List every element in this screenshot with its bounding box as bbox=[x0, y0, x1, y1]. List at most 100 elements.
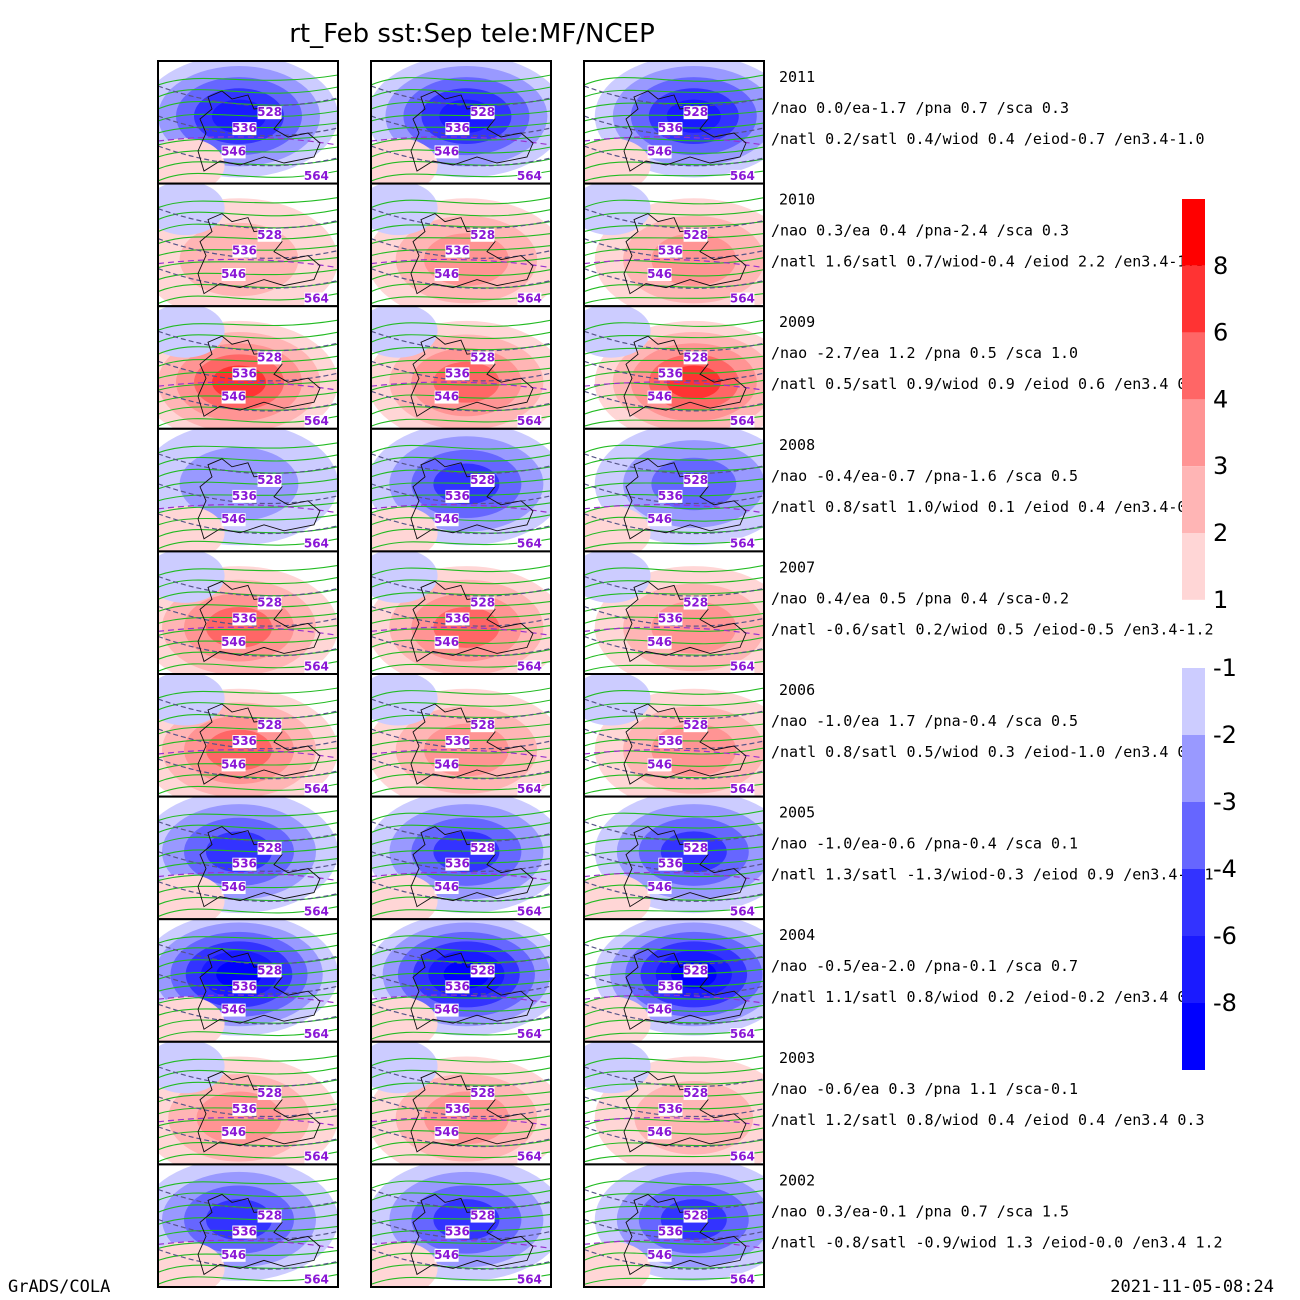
height-contour bbox=[371, 564, 551, 576]
climatology-contour bbox=[584, 575, 764, 597]
contour-label-bg bbox=[257, 106, 282, 120]
contour-label: 546 bbox=[434, 1003, 459, 1017]
climatology-contour bbox=[371, 635, 551, 657]
height-contour bbox=[584, 1091, 764, 1103]
contour-label-bg bbox=[221, 1003, 246, 1017]
dashed-contour bbox=[584, 136, 764, 146]
chart-title: rt_Feb sst:Sep tele:MF/NCEP bbox=[289, 19, 655, 49]
height-contour bbox=[584, 1189, 764, 1201]
colorbar-swatch bbox=[1182, 869, 1205, 936]
colorbar-swatch bbox=[1182, 199, 1205, 266]
height-contour bbox=[158, 968, 338, 980]
height-contour bbox=[371, 478, 551, 490]
index-line-2: /natl 0.2/satl 0.4/wiod 0.4 /eiod-0.7 /e… bbox=[771, 130, 1204, 148]
dashed-contour bbox=[371, 994, 551, 1004]
coastline bbox=[623, 458, 747, 540]
contour-label: 546 bbox=[647, 1003, 672, 1017]
height-contour bbox=[584, 221, 764, 233]
dashed-contour bbox=[584, 1117, 764, 1127]
dashed-contour bbox=[158, 136, 338, 146]
height-contour bbox=[584, 209, 764, 221]
climatology-contour bbox=[371, 698, 551, 720]
contour-label: 564 bbox=[517, 414, 542, 428]
contour-label-bg bbox=[221, 145, 246, 159]
height-contour bbox=[158, 478, 338, 490]
contour-label: 546 bbox=[647, 390, 672, 404]
contour-label-bg bbox=[658, 244, 683, 258]
anomaly-shade bbox=[158, 506, 225, 552]
contour-label: 564 bbox=[730, 1027, 755, 1041]
contour-label-bg bbox=[232, 612, 257, 626]
panel-frame bbox=[157, 1163, 339, 1289]
height-contour bbox=[584, 956, 764, 968]
height-contour bbox=[371, 442, 551, 454]
contour-label: 536 bbox=[445, 489, 470, 503]
index-line-1: /nao 0.0/ea-1.7 /pna 0.7 /sca 0.3 bbox=[771, 99, 1069, 117]
contour-label-bg bbox=[445, 980, 470, 994]
year-label: 2006 bbox=[779, 681, 815, 699]
contour-label: 528 bbox=[257, 841, 282, 855]
climatology-contour bbox=[158, 943, 338, 965]
colorbar: 8 6 4 3 2 1 -1 -2 -3 -4 -6 -8 bbox=[1182, 199, 1237, 1070]
climatology-contour bbox=[371, 1126, 551, 1148]
contour-label-bg bbox=[445, 244, 470, 258]
contour-label-bg bbox=[517, 292, 542, 306]
contour-label-bg bbox=[647, 1126, 672, 1140]
contour-label-bg bbox=[658, 367, 683, 381]
height-contour bbox=[584, 600, 764, 612]
contour-label: 536 bbox=[658, 857, 683, 871]
contour-label-bg bbox=[304, 1028, 329, 1042]
contour-label-bg bbox=[647, 390, 672, 404]
contour-label-bg bbox=[434, 1248, 459, 1262]
climatology-contour bbox=[584, 1188, 764, 1210]
climatology-contour bbox=[584, 330, 764, 352]
dashed-contour bbox=[371, 871, 551, 882]
climatology-contour bbox=[158, 208, 338, 229]
height-contour bbox=[371, 723, 551, 735]
contour-label-bg bbox=[304, 537, 329, 551]
year-label: 2002 bbox=[779, 1171, 815, 1189]
climatology-contour bbox=[371, 390, 551, 412]
contour-label: 546 bbox=[221, 1125, 246, 1139]
dashed-contour bbox=[371, 136, 551, 146]
colorbar-swatch bbox=[1182, 936, 1205, 1003]
contour-label-bg bbox=[434, 390, 459, 404]
index-line-2: /natl -0.8/satl -0.9/wiod 1.3 /eiod-0.0 … bbox=[771, 1233, 1223, 1251]
contour-label-bg bbox=[517, 782, 542, 796]
contour-label: 536 bbox=[232, 244, 257, 258]
contour-label-bg bbox=[658, 735, 683, 749]
colorbar-tick: 3 bbox=[1213, 452, 1228, 480]
colorbar-swatch bbox=[1182, 466, 1205, 533]
year-label: 2010 bbox=[779, 191, 815, 209]
contour-label: 546 bbox=[434, 757, 459, 771]
coastline bbox=[623, 90, 747, 172]
contour-label: 564 bbox=[304, 905, 329, 919]
contour-label-bg bbox=[445, 489, 470, 503]
contour-label-bg bbox=[647, 1248, 672, 1262]
height-contour bbox=[584, 1115, 764, 1127]
height-contour bbox=[371, 110, 551, 122]
height-contour bbox=[158, 319, 338, 331]
contour-label-bg bbox=[304, 660, 329, 674]
contour-label-bg bbox=[434, 1126, 459, 1140]
height-contour bbox=[584, 846, 764, 858]
contour-label-bg bbox=[445, 735, 470, 749]
panel-grid: 5285365465645285365465645285365465645285… bbox=[157, 60, 765, 1289]
contour-label-bg bbox=[445, 122, 470, 136]
height-contour bbox=[584, 723, 764, 735]
climatology-contour bbox=[584, 208, 764, 229]
colorbar-tick: -6 bbox=[1213, 922, 1237, 950]
height-contour bbox=[158, 197, 338, 209]
contour-label-bg bbox=[257, 1086, 282, 1100]
contour-label: 564 bbox=[730, 1150, 755, 1164]
contour-label: 564 bbox=[304, 659, 329, 673]
dashed-contour bbox=[584, 1239, 764, 1249]
contour-label-bg bbox=[470, 351, 495, 365]
contour-label: 528 bbox=[683, 105, 708, 119]
contour-label: 546 bbox=[221, 1248, 246, 1262]
height-contour bbox=[371, 197, 551, 209]
contour-label: 536 bbox=[232, 857, 257, 871]
